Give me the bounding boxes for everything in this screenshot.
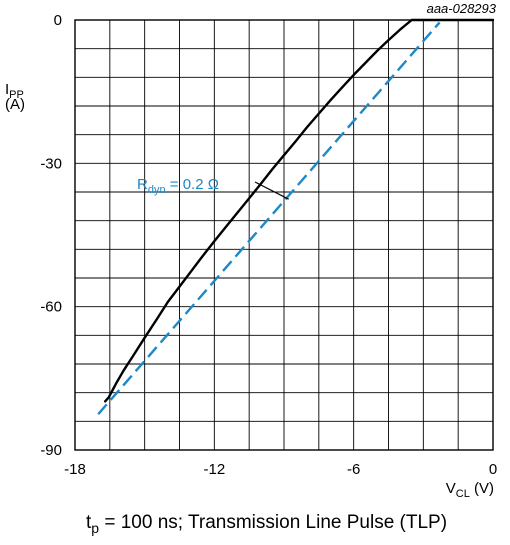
annotation-leader: [254, 181, 289, 200]
y-tick-label: -60: [40, 299, 62, 316]
y-axis-title: IPP: [5, 81, 24, 101]
figure-caption: tp = 100 ns; Transmission Line Pulse (TL…: [86, 512, 447, 536]
series-layer: [97, 18, 495, 415]
rdyn-fit-line: [97, 21, 441, 415]
x-tick-labels: -18 -12 -6 0: [64, 461, 497, 478]
x-tick-label: -6: [347, 461, 360, 478]
figure-id: aaa-028293: [427, 1, 497, 16]
y-axis-unit: (A): [5, 96, 25, 113]
y-tick-label: -30: [40, 155, 62, 172]
measured-curve: [103, 18, 495, 403]
x-tick-label: -12: [203, 461, 225, 478]
y-tick-label: 0: [54, 12, 62, 29]
y-tick-labels: 0 -30 -60 -90: [40, 12, 62, 459]
y-tick-label: -90: [40, 442, 62, 459]
x-tick-label: -18: [64, 461, 86, 478]
grid: [75, 20, 493, 450]
plot-frame: [74, 19, 494, 451]
rdyn-annotation: Rdyn = 0.2 Ω: [137, 176, 219, 196]
x-tick-label: 0: [489, 461, 497, 478]
x-axis-title: VCL (V): [446, 480, 494, 500]
